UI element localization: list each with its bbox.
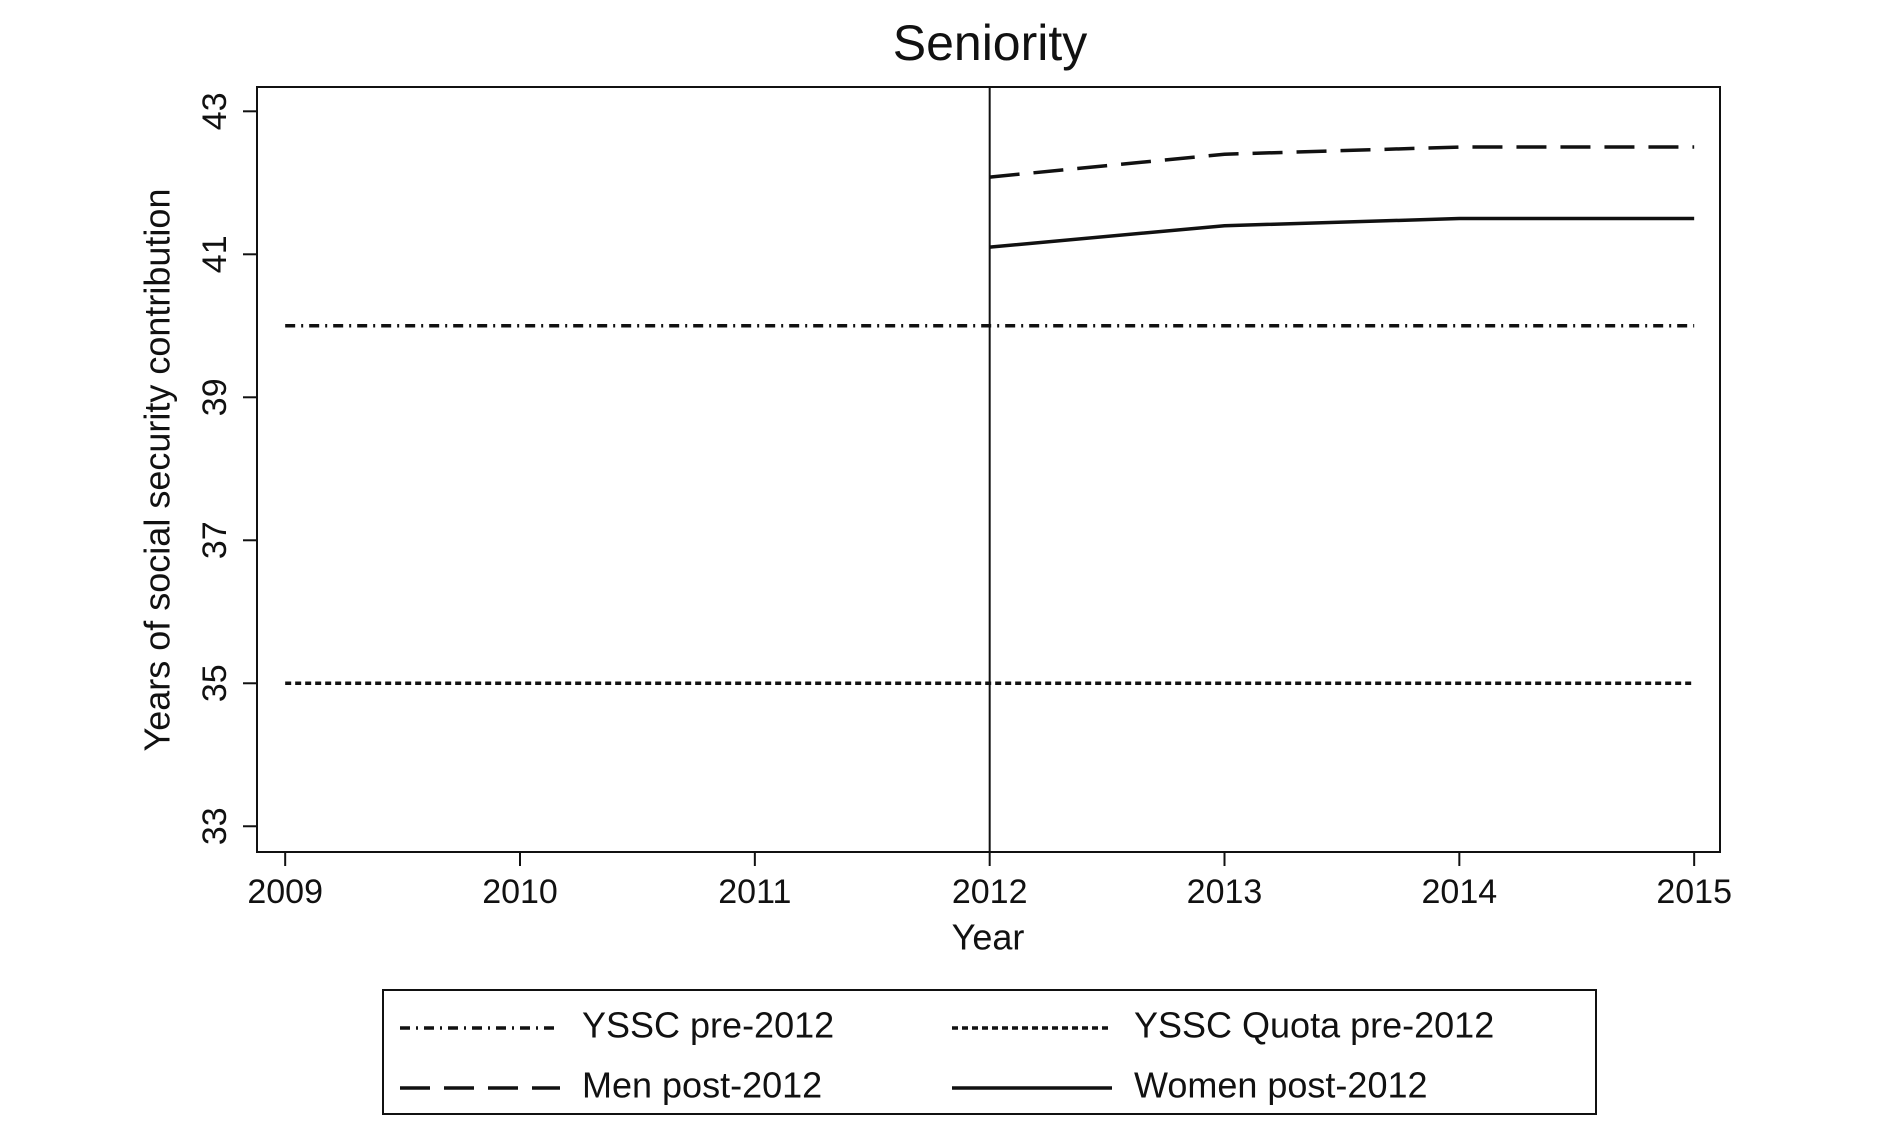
x-tick-label: 2012 (952, 873, 1028, 911)
x-axis-label: Year (952, 917, 1025, 958)
x-tick-label: 2009 (247, 873, 323, 911)
legend-box (382, 989, 1597, 1115)
y-tick-label: 35 (196, 664, 234, 702)
y-tick-label: 39 (196, 378, 234, 416)
series-line (989, 216, 1695, 249)
x-tick-label: 2013 (1187, 873, 1263, 911)
y-tick-label: 37 (196, 521, 234, 559)
legend-label: YSSC Quota pre-2012 (1134, 1005, 1494, 1046)
y-tick-label: 43 (196, 92, 234, 130)
y-tick-label: 41 (196, 235, 234, 273)
chart-title: Seniority (893, 15, 1088, 71)
plot-frame (256, 86, 1721, 853)
series-line (989, 145, 1695, 179)
x-tick-label: 2011 (718, 873, 791, 911)
legend-label: YSSC pre-2012 (582, 1005, 834, 1046)
legend-label: Men post-2012 (582, 1065, 822, 1106)
x-tick-label: 2014 (1422, 873, 1498, 911)
x-tick-label: 2010 (482, 873, 558, 911)
y-tick-label: 33 (196, 807, 234, 845)
x-tick-label: 2015 (1656, 873, 1732, 911)
legend-label: Women post-2012 (1134, 1065, 1428, 1106)
y-axis-label: Years of social security contribution (137, 189, 178, 752)
